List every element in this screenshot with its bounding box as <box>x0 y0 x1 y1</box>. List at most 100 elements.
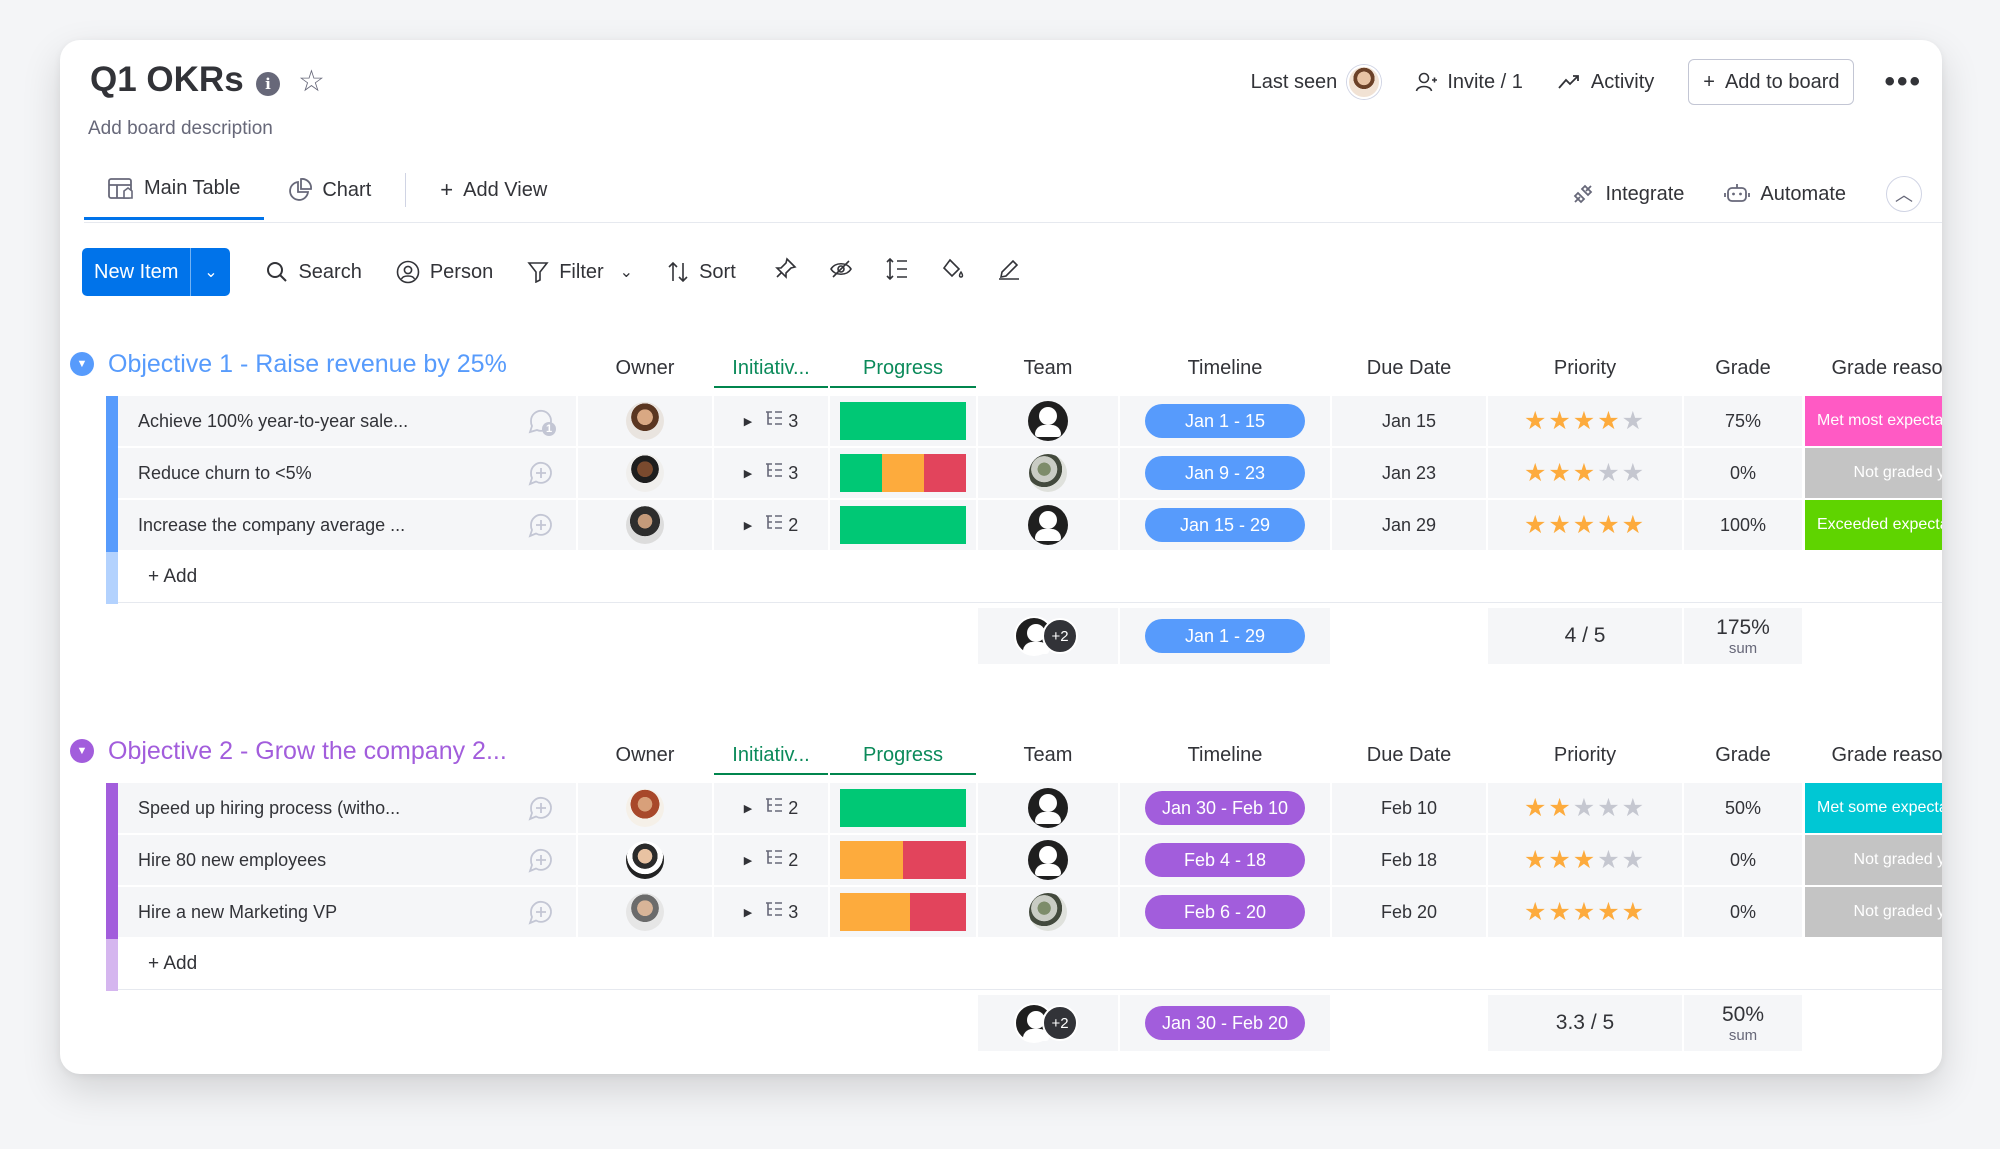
star-icon[interactable]: ★ <box>1523 846 1549 874</box>
team-avatar[interactable] <box>1029 893 1067 931</box>
add-update-icon[interactable] <box>524 843 558 877</box>
rating-stars[interactable]: ★★★★★ <box>1524 793 1646 823</box>
grade-reasoning-cell[interactable]: Met some expectatio... <box>1804 783 1942 833</box>
expand-triangle-icon[interactable]: ▶ <box>743 467 753 480</box>
timeline-cell[interactable]: Jan 30 - Feb 10 <box>1120 783 1330 833</box>
grade-cell[interactable]: 75% <box>1684 396 1802 446</box>
group-title[interactable]: Objective 2 - Grow the company 2... <box>108 736 507 765</box>
grade-cell[interactable]: 0% <box>1684 887 1802 937</box>
chevron-down-icon[interactable]: ▼ <box>70 739 94 763</box>
grade-reasoning-cell[interactable]: Not graded yet <box>1804 835 1942 885</box>
tab-main-table[interactable]: Main Table <box>84 160 265 220</box>
due-date-cell[interactable]: Feb 20 <box>1332 887 1486 937</box>
grade-cell[interactable]: 100% <box>1684 500 1802 550</box>
priority-cell[interactable]: ★★★★★ <box>1488 783 1682 833</box>
team-cell[interactable] <box>978 500 1118 550</box>
rating-stars[interactable]: ★★★★★ <box>1524 406 1646 436</box>
person-filter-button[interactable]: Person <box>396 260 493 284</box>
team-avatars-group[interactable]: +2 <box>1014 616 1082 656</box>
expand-triangle-icon[interactable]: ▶ <box>743 906 753 919</box>
timeline-pill[interactable]: Jan 1 - 15 <box>1145 404 1305 438</box>
tab-chart[interactable]: Chart <box>264 160 395 220</box>
star-icon[interactable]: ★ <box>1597 459 1622 487</box>
filter-button[interactable]: Filter ⌄ <box>527 261 633 284</box>
star-icon[interactable]: ★ <box>1548 898 1573 926</box>
timeline-pill[interactable]: Feb 4 - 18 <box>1145 843 1305 877</box>
column-header-owner[interactable]: Owner <box>615 357 675 379</box>
avatar[interactable] <box>626 841 664 879</box>
owner-cell[interactable] <box>578 448 712 498</box>
team-cell[interactable] <box>978 835 1118 885</box>
column-header-grade[interactable]: Grade <box>1715 357 1771 379</box>
new-item-button[interactable]: New Item ⌄ <box>82 248 231 296</box>
column-header-grade[interactable]: Grade <box>1715 744 1771 766</box>
automate-button[interactable]: Automate <box>1724 183 1846 206</box>
star-icon[interactable]: ★ <box>1621 846 1647 874</box>
add-item-button[interactable]: + Add <box>148 566 198 587</box>
status-label[interactable]: Exceeded expectatio... <box>1805 500 1942 550</box>
item-name-cell[interactable]: Hire a new Marketing VP <box>118 887 576 937</box>
team-cell[interactable] <box>978 887 1118 937</box>
last-seen[interactable]: Last seen <box>1251 65 1382 99</box>
board-description[interactable]: Add board description <box>88 118 273 139</box>
table-row[interactable]: Hire 80 new employees ▶ 2 Feb 4 - 18 Feb 18 ★… <box>60 835 1942 887</box>
add-update-icon[interactable] <box>524 791 558 825</box>
add-to-board-button[interactable]: + Add to board <box>1688 59 1855 105</box>
avatar[interactable] <box>626 789 664 827</box>
grade-cell[interactable]: 50% <box>1684 783 1802 833</box>
table-row[interactable]: Reduce churn to <5% ▶ 3 Jan 9 - 23 Jan 23 ★★★… <box>60 448 1942 500</box>
add-item-button[interactable]: + Add <box>148 953 198 974</box>
add-item-row[interactable]: + Add <box>60 939 1942 991</box>
star-icon[interactable]: ★ <box>1621 459 1647 487</box>
status-label[interactable]: Not graded yet <box>1805 835 1942 885</box>
board-title[interactable]: Q1 OKRs <box>90 60 244 99</box>
tab-add-view[interactable]: + Add View <box>416 160 571 220</box>
timeline-cell[interactable]: Feb 4 - 18 <box>1120 835 1330 885</box>
column-header-grade-reasoning[interactable]: Grade reasoning <box>1831 357 1943 379</box>
timeline-pill[interactable]: Jan 30 - Feb 10 <box>1145 791 1305 825</box>
avatar[interactable] <box>626 506 664 544</box>
star-icon[interactable]: ★ <box>1597 846 1622 874</box>
star-icon[interactable]: ★ <box>1523 794 1549 822</box>
owner-cell[interactable] <box>578 835 712 885</box>
initiatives-cell[interactable]: ▶ 2 <box>714 500 828 550</box>
add-item-row[interactable]: + Add <box>60 552 1942 604</box>
expand-triangle-icon[interactable]: ▶ <box>743 854 753 867</box>
column-header-team[interactable]: Team <box>1023 744 1073 766</box>
item-name[interactable]: Increase the company average ... <box>138 514 406 535</box>
column-header-initiatives[interactable]: Initiativ... <box>714 739 828 775</box>
grade-cell[interactable]: 0% <box>1684 835 1802 885</box>
timeline-pill[interactable]: Jan 15 - 29 <box>1145 508 1305 542</box>
rating-stars[interactable]: ★★★★★ <box>1524 845 1646 875</box>
item-name-cell[interactable]: Achieve 100% year-to-year sale... 1 <box>118 396 576 446</box>
column-header-due-date[interactable]: Due Date <box>1366 357 1452 379</box>
avatar[interactable] <box>626 402 664 440</box>
hide-icon[interactable] <box>828 257 854 288</box>
table-row[interactable]: Achieve 100% year-to-year sale... 1 ▶ 3 Jan … <box>60 396 1942 448</box>
column-header-initiatives[interactable]: Initiativ... <box>714 352 828 388</box>
team-avatar[interactable] <box>1029 454 1067 492</box>
status-label[interactable]: Not graded yet <box>1805 448 1942 498</box>
owner-cell[interactable] <box>578 887 712 937</box>
status-label[interactable]: Met some expectatio... <box>1805 783 1942 833</box>
integrate-button[interactable]: Integrate <box>1571 182 1684 206</box>
sort-button[interactable]: Sort <box>667 261 736 284</box>
timeline-cell[interactable]: Jan 15 - 29 <box>1120 500 1330 550</box>
item-name-cell[interactable]: Reduce churn to <5% <box>118 448 576 498</box>
expand-triangle-icon[interactable]: ▶ <box>743 519 753 532</box>
pin-icon[interactable] <box>772 256 798 288</box>
grade-reasoning-cell[interactable]: Not graded yet <box>1804 448 1942 498</box>
timeline-pill[interactable]: Jan 9 - 23 <box>1145 456 1305 490</box>
column-header-priority[interactable]: Priority <box>1553 744 1617 766</box>
initiatives-cell[interactable]: ▶ 2 <box>714 835 828 885</box>
add-update-icon[interactable] <box>524 508 558 542</box>
column-header-progress[interactable]: Progress <box>830 352 976 388</box>
team-avatar[interactable] <box>1028 401 1068 441</box>
timeline-cell[interactable]: Feb 6 - 20 <box>1120 887 1330 937</box>
star-icon[interactable]: ★ <box>1597 794 1622 822</box>
rating-stars[interactable]: ★★★★★ <box>1524 897 1646 927</box>
star-icon[interactable]: ★ <box>1572 898 1598 926</box>
table-row[interactable]: Hire a new Marketing VP ▶ 3 Feb 6 - 20 Feb 2… <box>60 887 1942 939</box>
team-avatars-group[interactable]: +2 <box>1014 1003 1082 1043</box>
column-header-team[interactable]: Team <box>1023 357 1073 379</box>
